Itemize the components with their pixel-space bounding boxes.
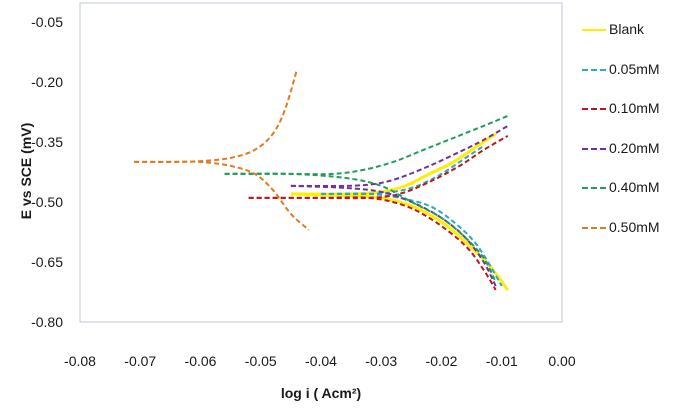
x-axis-title: log i ( Acm²) [281,385,361,401]
series-line [134,69,298,163]
series-layer [134,69,510,291]
legend-item-0.20mM: 0.20mM [582,135,675,175]
x-tick-label: -0.04 [305,353,337,369]
legend-item-0.10mM: 0.10mM [582,95,675,135]
y-tick-label: -0.80 [31,314,63,330]
series-line [224,172,497,283]
legend-swatch-0.05mM-icon [582,68,606,71]
legend: Blank 0.05mM 0.10mM 0.20mM 0.40mM 0.50mM [582,16,675,253]
legend-label: 0.20mM [609,139,660,156]
x-tick-label: -0.06 [185,353,217,369]
series-line [248,196,497,291]
y-tick-label: -0.20 [31,74,63,90]
series-0.10mm [248,135,509,291]
y-axis-title: E vs SCE (mV) [18,123,34,219]
series-line [290,125,509,188]
legend-label: 0.50mM [609,218,660,235]
x-axis-ticks: -0.08 -0.07 -0.06 -0.05 -0.04 -0.03 -0.02 -0.01… [64,353,576,369]
legend-label: Blank [609,21,645,37]
x-tick-label: -0.05 [245,353,277,369]
y-tick-label: -0.05 [31,14,63,30]
x-tick-label: -0.01 [486,353,518,369]
x-tick-label: -0.08 [64,353,96,369]
series-0.05mm [320,145,503,287]
legend-item-blank: Blank [582,16,675,56]
series-0.40mm [224,114,509,283]
legend-swatch-0.50mM-icon [582,226,606,229]
series-line [320,192,503,287]
x-tick-label: -0.03 [365,353,397,369]
y-tick-label: -0.50 [31,194,63,210]
legend-swatch-0.20mM-icon [582,147,606,150]
x-tick-label: -0.07 [124,353,156,369]
y-axis-ticks: -0.05 -0.20 -0.35 -0.50 -0.65 -0.80 [31,14,63,330]
series-0.50mm [134,69,310,231]
legend-item-0.50mM: 0.50mM [582,214,675,254]
x-tick-label: 0.00 [548,353,575,369]
x-tick-label: -0.02 [426,353,458,369]
legend-item-0.05mM: 0.05mM [582,56,675,96]
y-tick-label: -0.35 [31,134,63,150]
legend-label: 0.40mM [609,179,660,195]
y-tick-label: -0.65 [31,254,63,270]
legend-swatch-0.10mM-icon [582,108,606,110]
legend-label: 0.10mM [609,100,660,116]
legend-label: 0.05mM [609,60,660,77]
legend-swatch-0.40mM-icon [582,187,606,189]
legend-swatch-blank-icon [582,29,606,31]
legend-item-0.40mM: 0.40mM [582,174,675,214]
